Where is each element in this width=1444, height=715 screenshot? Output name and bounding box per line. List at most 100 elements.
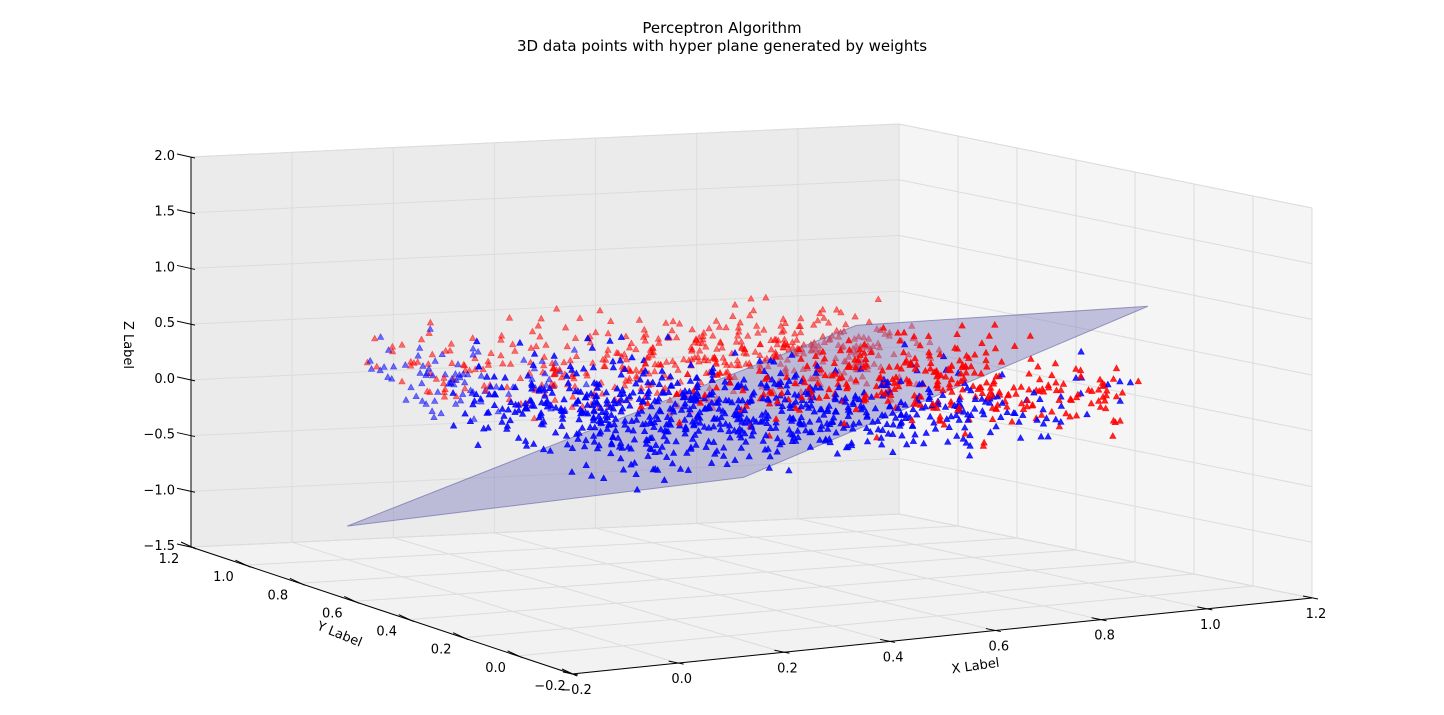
data-point xyxy=(979,442,988,449)
data-point xyxy=(836,346,845,354)
data-point xyxy=(777,407,786,414)
data-point xyxy=(778,328,786,335)
data-point xyxy=(373,362,381,370)
data-point xyxy=(589,416,598,424)
data-point xyxy=(739,386,747,394)
data-point xyxy=(490,401,499,409)
data-point xyxy=(604,421,613,428)
data-point xyxy=(978,394,986,402)
data-point xyxy=(858,372,867,380)
data-point xyxy=(593,384,602,391)
data-point xyxy=(616,390,624,398)
data-point xyxy=(709,438,718,445)
data-point xyxy=(438,350,446,358)
data-point xyxy=(632,379,640,387)
data-point xyxy=(451,369,460,377)
data-point xyxy=(828,371,836,379)
data-point xyxy=(611,426,620,434)
data-point xyxy=(484,408,493,416)
data-point xyxy=(1118,388,1127,396)
data-point xyxy=(668,459,677,467)
data-point xyxy=(980,438,988,446)
data-point xyxy=(1112,392,1121,400)
data-point xyxy=(861,395,870,403)
data-point xyxy=(673,379,682,386)
data-point xyxy=(595,441,603,449)
data-point xyxy=(681,425,689,433)
x-axis-label: X Label xyxy=(951,656,1001,678)
data-point xyxy=(876,373,885,380)
data-point xyxy=(657,425,665,433)
data-point xyxy=(1094,385,1103,393)
data-point xyxy=(674,366,682,373)
data-point xyxy=(710,414,719,422)
y-tick-label: 0.0 xyxy=(485,661,506,676)
data-point xyxy=(653,389,662,396)
data-point xyxy=(947,412,955,420)
data-point xyxy=(621,420,629,428)
data-point xyxy=(763,373,772,381)
x-tick-label: 0.8 xyxy=(1094,629,1115,644)
data-point xyxy=(740,406,749,414)
data-point xyxy=(787,417,796,424)
data-point xyxy=(815,393,823,401)
data-point xyxy=(953,379,962,387)
data-point xyxy=(609,357,617,365)
data-point xyxy=(644,452,652,459)
data-point xyxy=(587,389,595,397)
data-point xyxy=(1055,396,1063,403)
data-point xyxy=(541,369,549,377)
data-point xyxy=(474,347,482,355)
data-point xyxy=(878,411,886,418)
data-point xyxy=(590,397,599,405)
grid-line-z xyxy=(190,234,1313,320)
y-tick-mark xyxy=(344,595,360,604)
data-point xyxy=(609,433,617,441)
data-point xyxy=(592,391,601,399)
data-point xyxy=(945,383,954,391)
data-point xyxy=(777,378,785,386)
data-point xyxy=(448,359,456,367)
data-point xyxy=(641,336,650,344)
data-point xyxy=(514,434,523,441)
data-point xyxy=(930,418,938,426)
data-point xyxy=(910,332,918,340)
data-point xyxy=(570,374,578,382)
data-point xyxy=(545,375,553,383)
data-point xyxy=(658,367,666,374)
data-point xyxy=(773,434,782,442)
data-point xyxy=(417,335,426,343)
data-point xyxy=(969,382,977,389)
data-point xyxy=(376,333,385,340)
data-point xyxy=(786,404,795,411)
data-point xyxy=(711,355,720,362)
data-point xyxy=(564,379,573,386)
data-point xyxy=(953,330,961,338)
data-point xyxy=(896,421,904,429)
data-point xyxy=(535,386,543,394)
data-point xyxy=(713,345,721,352)
data-point xyxy=(962,368,970,376)
data-point xyxy=(1037,411,1046,418)
data-point xyxy=(765,399,774,407)
y-axis-line xyxy=(190,546,573,675)
data-point xyxy=(766,424,775,432)
data-point xyxy=(921,366,930,374)
data-point xyxy=(654,415,662,423)
data-point xyxy=(552,403,560,411)
data-point xyxy=(669,449,678,456)
data-point xyxy=(428,371,437,379)
data-point xyxy=(812,369,820,376)
data-point xyxy=(807,401,816,409)
data-point xyxy=(1055,422,1064,430)
data-point xyxy=(455,370,464,378)
data-point xyxy=(852,341,861,349)
data-point xyxy=(704,437,713,445)
data-point xyxy=(834,341,843,348)
data-point xyxy=(422,400,430,407)
data-point xyxy=(600,362,608,370)
data-point xyxy=(762,431,770,439)
data-point xyxy=(894,404,902,411)
data-point xyxy=(792,335,801,343)
data-point xyxy=(992,422,1000,430)
